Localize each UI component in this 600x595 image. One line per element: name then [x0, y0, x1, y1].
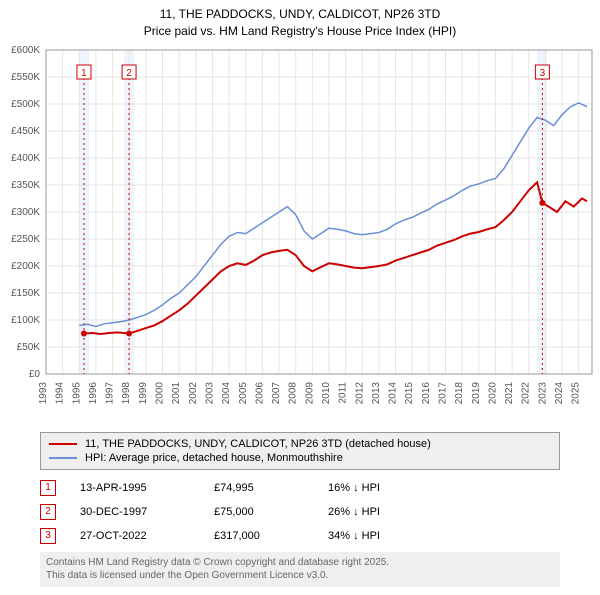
legend-swatch: [49, 457, 77, 459]
marker-box: 1: [40, 480, 56, 496]
svg-text:1993: 1993: [38, 381, 49, 404]
svg-text:1998: 1998: [121, 381, 132, 404]
legend-label: 11, THE PADDOCKS, UNDY, CALDICOT, NP26 3…: [85, 438, 431, 450]
footer-line-2: This data is licensed under the Open Gov…: [46, 569, 554, 583]
svg-text:£200K: £200K: [11, 261, 40, 272]
svg-text:2017: 2017: [438, 381, 449, 404]
svg-text:3: 3: [540, 68, 546, 79]
svg-text:2010: 2010: [321, 381, 332, 404]
txn-price: £317,000: [214, 530, 304, 542]
svg-text:2024: 2024: [554, 381, 565, 404]
chart-plot: £0 £50K £100K £150K £200K £250K £300K £350K £400…: [0, 44, 600, 424]
svg-text:1994: 1994: [55, 381, 66, 404]
svg-text:2001: 2001: [171, 381, 182, 404]
legend-row: 11, THE PADDOCKS, UNDY, CALDICOT, NP26 3…: [49, 437, 551, 451]
svg-text:2: 2: [126, 68, 132, 79]
txn-pct: 26% ↓ HPI: [328, 506, 418, 518]
svg-text:£500K: £500K: [11, 99, 40, 110]
txn-pct: 16% ↓ HPI: [328, 482, 418, 494]
svg-text:2006: 2006: [254, 381, 265, 404]
svg-text:£600K: £600K: [11, 45, 40, 56]
footer-attribution: Contains HM Land Registry data © Crown c…: [40, 552, 560, 587]
svg-text:2023: 2023: [537, 381, 548, 404]
svg-text:£150K: £150K: [11, 288, 40, 299]
svg-text:1996: 1996: [88, 381, 99, 404]
svg-text:2015: 2015: [404, 381, 415, 404]
svg-text:2019: 2019: [471, 381, 482, 404]
svg-text:2014: 2014: [388, 381, 399, 404]
svg-text:£300K: £300K: [11, 207, 40, 218]
svg-text:1999: 1999: [138, 381, 149, 404]
chart-container: 11, THE PADDOCKS, UNDY, CALDICOT, NP26 3…: [0, 0, 600, 587]
svg-text:2000: 2000: [155, 381, 166, 404]
svg-text:£550K: £550K: [11, 72, 40, 83]
txn-pct: 34% ↓ HPI: [328, 530, 418, 542]
svg-text:2007: 2007: [271, 381, 282, 404]
svg-text:£450K: £450K: [11, 126, 40, 137]
svg-text:2013: 2013: [371, 381, 382, 404]
svg-text:2021: 2021: [504, 381, 515, 404]
legend-row: HPI: Average price, detached house, Monm…: [49, 451, 551, 465]
svg-text:2011: 2011: [338, 381, 349, 403]
svg-text:£50K: £50K: [17, 342, 41, 353]
marker-box: 3: [40, 528, 56, 544]
title-line-1: 11, THE PADDOCKS, UNDY, CALDICOT, NP26 3…: [0, 6, 600, 23]
svg-text:2002: 2002: [188, 381, 199, 404]
svg-text:2018: 2018: [454, 381, 465, 404]
legend-label: HPI: Average price, detached house, Monm…: [85, 452, 343, 464]
svg-text:£400K: £400K: [11, 153, 40, 164]
txn-date: 27-OCT-2022: [80, 530, 190, 542]
svg-text:£100K: £100K: [11, 315, 40, 326]
svg-text:2022: 2022: [521, 381, 532, 404]
marker-box: 2: [40, 504, 56, 520]
svg-text:2025: 2025: [571, 381, 582, 404]
title-line-2: Price paid vs. HM Land Registry's House …: [0, 23, 600, 40]
svg-text:2009: 2009: [304, 381, 315, 404]
transaction-row: 3 27-OCT-2022 £317,000 34% ↓ HPI: [40, 524, 560, 548]
transaction-table: 1 13-APR-1995 £74,995 16% ↓ HPI 2 30-DEC-1997…: [40, 476, 560, 548]
svg-text:1995: 1995: [71, 381, 82, 404]
svg-text:£0: £0: [29, 369, 41, 380]
transaction-row: 2 30-DEC-1997 £75,000 26% ↓ HPI: [40, 500, 560, 524]
txn-date: 13-APR-1995: [80, 482, 190, 494]
svg-text:1997: 1997: [105, 381, 116, 404]
svg-text:2003: 2003: [204, 381, 215, 404]
svg-text:£350K: £350K: [11, 180, 40, 191]
footer-line-1: Contains HM Land Registry data © Crown c…: [46, 556, 554, 570]
svg-text:2005: 2005: [238, 381, 249, 404]
title-block: 11, THE PADDOCKS, UNDY, CALDICOT, NP26 3…: [0, 0, 600, 44]
legend: 11, THE PADDOCKS, UNDY, CALDICOT, NP26 3…: [40, 432, 560, 470]
svg-text:2020: 2020: [487, 381, 498, 404]
txn-date: 30-DEC-1997: [80, 506, 190, 518]
txn-price: £75,000: [214, 506, 304, 518]
svg-text:2012: 2012: [354, 381, 365, 404]
svg-text:£250K: £250K: [11, 234, 40, 245]
legend-swatch: [49, 443, 77, 445]
svg-text:2004: 2004: [221, 381, 232, 404]
txn-price: £74,995: [214, 482, 304, 494]
transaction-row: 1 13-APR-1995 £74,995 16% ↓ HPI: [40, 476, 560, 500]
svg-text:1: 1: [81, 68, 87, 79]
svg-text:2016: 2016: [421, 381, 432, 404]
svg-text:2008: 2008: [288, 381, 299, 404]
